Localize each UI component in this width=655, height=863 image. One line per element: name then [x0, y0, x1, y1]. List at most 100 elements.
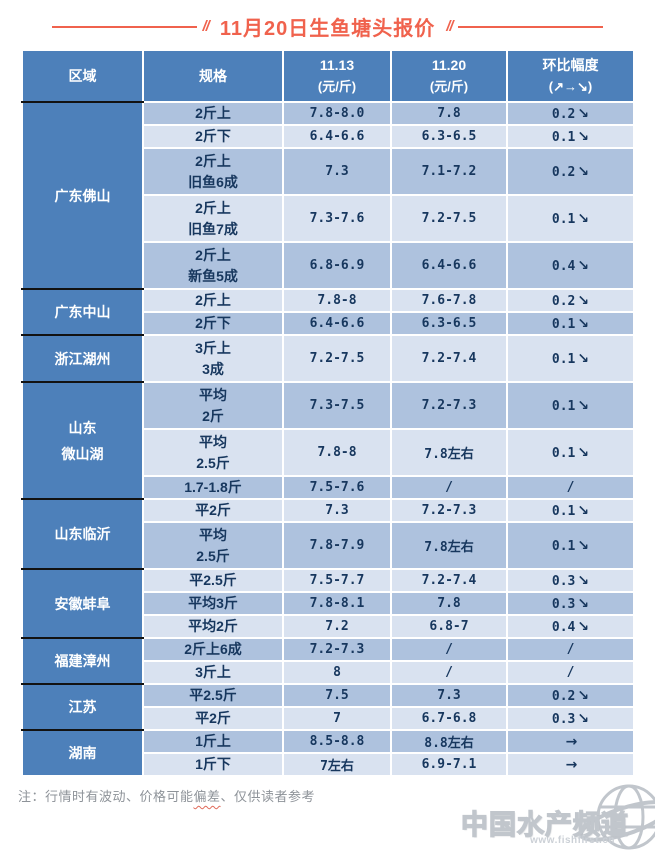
spec-cell: 2斤下 [142, 124, 284, 149]
price-1120-cell: 7.2-7.4 [390, 334, 508, 383]
change-cell: 0.1 ↘ [506, 428, 635, 477]
change-cell: 0.4 ↘ [506, 614, 635, 639]
price-1113-cell: 7.8-8.1 [282, 591, 392, 616]
down-right-arrow-icon: ↘ [577, 292, 590, 309]
region-cell: 广东佛山 [21, 101, 144, 290]
price-table-body: 广东佛山 2斤上 7.8-8.0 7.8 0.2 ↘ 2斤下 6.4-6.6 6.3-6.5 0.… [21, 101, 635, 777]
change-cell: 0.4 ↘ [506, 241, 635, 290]
table-row: 2斤上 新鱼5成 6.8-6.9 6.4-6.6 0.4 ↘ [22, 241, 635, 290]
change-cell: 0.1 ↘ [506, 194, 635, 243]
price-1120-cell: 6.9-7.1 [390, 752, 508, 777]
spec-cell: 2斤上 旧鱼6成 [142, 147, 284, 196]
price-1113-cell: 7.8-8 [282, 288, 392, 313]
price-1120-cell: 7.8 [390, 101, 508, 126]
table-row: 湖南 1斤上 8.5-8.8 8.8左右 → [21, 729, 635, 777]
price-1120-cell: / [390, 637, 508, 662]
col-header-change-arrows: (↗→↘) [548, 79, 593, 94]
table-row: 1斤下 7左右 6.9-7.1 → [22, 752, 635, 777]
footer-note-squiggle-word: 偏差 [193, 789, 221, 804]
down-right-arrow-icon: ↘ [577, 210, 590, 227]
down-right-arrow-icon: ↘ [577, 537, 590, 554]
table-row: 2斤上 旧鱼6成 7.3 7.1-7.2 0.2 ↘ [22, 147, 635, 196]
down-right-arrow-icon: ↘ [577, 257, 590, 274]
change-cell: 0.3 ↘ [506, 568, 635, 593]
price-1120-cell: 7.8左右 [390, 428, 508, 477]
spec-cell: 3斤上 [142, 660, 284, 685]
price-table-header: 区域 规格 11.13 (元/斤) 11.20 (元/斤) 环比幅度 (↗→↘) [21, 49, 635, 103]
price-1120-cell: 7.8左右 [390, 521, 508, 570]
col-header-change-line1: 环比幅度 [542, 57, 599, 73]
price-1120-cell: 7.3 [390, 683, 508, 708]
down-right-arrow-icon: ↘ [577, 502, 590, 519]
price-1120-cell: 6.3-6.5 [390, 124, 508, 149]
table-row: 山东 微山湖 平均 2斤 7.3-7.5 7.2-7.3 0.1 ↘ [21, 381, 635, 500]
down-right-arrow-icon: ↘ [577, 397, 590, 414]
region-cell: 浙江湖州 [21, 334, 144, 383]
down-right-arrow-icon: ↘ [577, 128, 590, 145]
down-right-arrow-icon: ↘ [577, 595, 590, 612]
table-row: 平均 2.5斤 7.8-7.9 7.8左右 0.1 ↘ [22, 521, 635, 570]
change-cell: 0.2 ↘ [506, 101, 635, 126]
spec-cell: 2斤上 [142, 288, 284, 313]
spec-cell: 1斤上 [142, 729, 284, 754]
price-1120-cell: 6.8-7 [390, 614, 508, 639]
down-right-arrow-icon: ↘ [577, 618, 590, 635]
down-right-arrow-icon: ↘ [577, 105, 590, 122]
price-1113-cell: 6.4-6.6 [282, 311, 392, 336]
table-row: 广东佛山 2斤上 7.8-8.0 7.8 0.2 ↘ [21, 101, 635, 290]
down-right-arrow-icon: ↘ [577, 444, 590, 461]
table-row: 平均2斤 7.2 6.8-7 0.4 ↘ [22, 614, 635, 639]
change-cell: → [506, 729, 635, 754]
price-1113-cell: 7.3 [282, 147, 392, 196]
spec-cell: 平均3斤 [142, 591, 284, 616]
price-1120-cell: 8.8左右 [390, 729, 508, 754]
region-cell: 安徽蚌阜 [21, 568, 144, 639]
price-1113-cell: 7.3-7.5 [282, 381, 392, 430]
down-right-arrow-icon: ↘ [577, 687, 590, 704]
price-1113-cell: 8 [282, 660, 392, 685]
price-1120-cell: 7.2-7.3 [390, 381, 508, 430]
table-row: 福建漳州 2斤上6成 7.2-7.3// [21, 637, 635, 685]
price-1120-cell: / [390, 475, 508, 500]
change-cell: 0.2 ↘ [506, 288, 635, 313]
spec-cell: 2斤下 [142, 311, 284, 336]
right-arrow-icon: → [565, 733, 578, 750]
change-cell: 0.1 ↘ [506, 311, 635, 336]
table-row: 广东中山 2斤上 7.8-8 7.6-7.8 0.2 ↘ [21, 288, 635, 336]
change-cell: 0.3 ↘ [506, 591, 635, 616]
table-row: 平均 2.5斤 7.8-8 7.8左右 0.1 ↘ [22, 428, 635, 477]
change-cell: 0.1 ↘ [506, 521, 635, 570]
spec-cell: 1斤下 [142, 752, 284, 777]
spec-cell: 平2斤 [142, 498, 284, 523]
change-cell: 0.2 ↘ [506, 147, 635, 196]
price-1113-cell: 7左右 [282, 752, 392, 777]
region-cell: 福建漳州 [21, 637, 144, 685]
price-1120-cell: 7.8 [390, 591, 508, 616]
col-header-date-1113-line1: 11.13 [319, 57, 355, 73]
price-1113-cell: 7.2-7.3 [282, 637, 392, 662]
region-cell: 山东临沂 [21, 498, 144, 570]
region-cell: 山东 微山湖 [21, 381, 144, 500]
down-right-arrow-icon: ↘ [577, 163, 590, 180]
change-cell: 0.3 ↘ [506, 706, 635, 731]
spec-cell: 3斤上 3成 [142, 334, 284, 383]
price-1113-cell: 7.8-8.0 [282, 101, 392, 126]
price-1113-cell: 7.5-7.7 [282, 568, 392, 593]
page-title-bar: // 11月20日生鱼塘头报价 // [0, 0, 655, 47]
change-cell: → [506, 752, 635, 777]
title-line-left [52, 25, 198, 28]
col-header-date-1120-unit: (元/斤) [429, 79, 469, 94]
region-cell: 湖南 [21, 729, 144, 777]
table-row: 平2斤 7 6.7-6.8 0.3 ↘ [22, 706, 635, 731]
price-1113-cell: 7.2 [282, 614, 392, 639]
price-1113-cell: 8.5-8.8 [282, 729, 392, 754]
watermark-name: 中国水产频道 [460, 809, 629, 840]
header-row: 区域 规格 11.13 (元/斤) 11.20 (元/斤) 环比幅度 (↗→↘) [21, 49, 635, 103]
spec-cell: 1.7-1.8斤 [142, 475, 284, 500]
price-1120-cell: 6.3-6.5 [390, 311, 508, 336]
title-slash-left-icon: // [202, 18, 209, 35]
spec-cell: 平2斤 [142, 706, 284, 731]
footer-note-text: 注：行情时有波动、价格可能 [18, 789, 194, 804]
price-table: 区域 规格 11.13 (元/斤) 11.20 (元/斤) 环比幅度 (↗→↘)… [21, 49, 635, 777]
